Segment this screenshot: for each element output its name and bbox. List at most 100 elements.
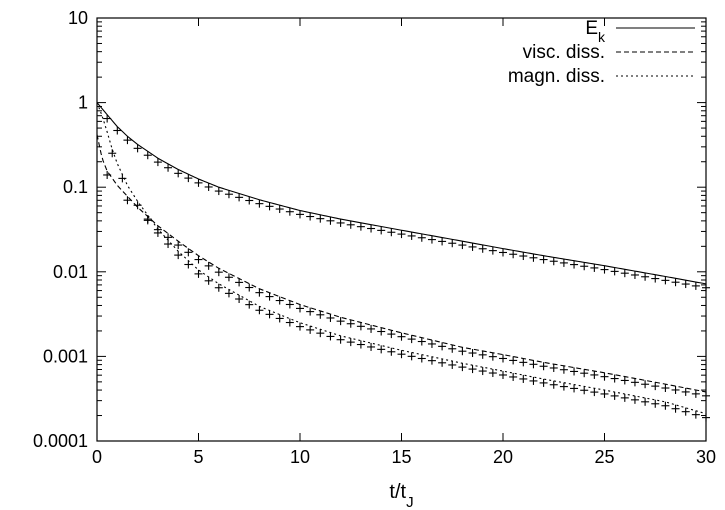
data-point-marker	[204, 261, 213, 270]
legend-label-text: visc. diss.	[523, 42, 605, 63]
data-point-marker	[184, 174, 193, 183]
data-point-marker	[108, 149, 117, 158]
data-point-marker	[499, 248, 507, 257]
data-point-marker	[285, 318, 294, 327]
data-point-marker	[174, 251, 183, 260]
data-point-marker	[356, 322, 365, 331]
data-point-marker	[661, 276, 670, 285]
y-tick-label: 0.01	[53, 262, 88, 282]
data-point-marker	[367, 342, 376, 351]
data-point-marker	[620, 269, 629, 278]
data-point-marker	[245, 196, 254, 205]
legend-label-text: E	[585, 18, 598, 39]
data-point-marker	[346, 220, 355, 229]
marker-layer	[103, 114, 710, 422]
data-point-marker	[153, 228, 162, 237]
data-point-marker	[275, 205, 284, 214]
data-point-marker	[600, 389, 609, 398]
data-point-marker	[438, 358, 447, 367]
x-tick-label: 30	[696, 447, 716, 467]
data-point-marker	[519, 374, 528, 383]
data-point-marker	[590, 388, 599, 397]
y-tick-label: 0.001	[43, 346, 88, 366]
data-point-marker	[488, 352, 497, 361]
data-point-marker	[600, 265, 609, 274]
data-point-marker	[285, 300, 294, 309]
data-point-marker	[265, 310, 274, 319]
data-point-marker	[224, 273, 233, 282]
data-point-marker	[346, 319, 355, 328]
data-point-marker	[448, 344, 457, 353]
data-point-marker	[306, 307, 315, 316]
data-point-marker	[397, 350, 406, 359]
data-point-marker	[509, 250, 518, 259]
data-point-marker	[458, 363, 467, 372]
data-point-marker	[478, 350, 487, 359]
data-point-marker	[316, 329, 325, 338]
legend-label-0: Ek	[585, 18, 606, 45]
data-point-marker	[113, 126, 122, 135]
legend-label-subscript: k	[598, 29, 606, 45]
data-point-marker	[204, 182, 213, 191]
data-point-marker	[377, 226, 386, 235]
data-point-marker	[427, 339, 436, 348]
data-point-marker	[204, 276, 213, 285]
data-point-marker	[397, 332, 406, 341]
data-point-marker	[691, 410, 700, 419]
data-point-marker	[103, 170, 112, 179]
data-point-marker	[641, 380, 650, 389]
data-point-marker	[275, 296, 284, 305]
y-tick-label: 0.0001	[33, 431, 88, 451]
data-point-marker	[133, 201, 142, 210]
data-point-marker	[549, 257, 558, 266]
data-point-marker	[326, 216, 335, 225]
y-tick-label: 1	[78, 93, 88, 113]
x-axis-label: t/tJ	[389, 481, 413, 510]
data-point-marker	[153, 158, 162, 167]
data-point-marker	[255, 288, 264, 297]
data-point-marker	[407, 352, 416, 361]
data-point-marker	[610, 391, 619, 400]
data-point-marker	[539, 362, 548, 371]
data-point-marker	[559, 382, 568, 391]
data-point-marker	[702, 413, 710, 422]
legend-label-2: magn. diss.	[508, 66, 605, 87]
data-point-marker	[255, 199, 264, 208]
data-point-marker	[438, 237, 447, 246]
data-point-marker	[458, 347, 467, 356]
data-point-marker	[143, 151, 152, 160]
data-point-marker	[285, 207, 294, 216]
data-point-marker	[367, 224, 376, 233]
x-tick-label: 25	[594, 447, 614, 467]
data-point-marker	[438, 342, 447, 351]
data-point-marker	[245, 300, 254, 309]
data-point-marker	[377, 327, 386, 336]
data-point-marker	[306, 325, 315, 334]
data-point-marker	[326, 313, 335, 322]
data-point-marker	[306, 212, 315, 221]
data-point-marker	[681, 407, 690, 416]
data-point-marker	[417, 337, 426, 346]
series-line-2	[96, 102, 707, 415]
data-point-marker	[702, 391, 710, 400]
data-point-marker	[610, 267, 619, 276]
data-point-marker	[630, 378, 639, 387]
data-point-marker	[235, 278, 244, 287]
data-point-marker	[580, 386, 589, 395]
data-point-marker	[570, 384, 579, 393]
data-point-marker	[214, 268, 223, 277]
data-point-marker	[630, 270, 639, 279]
data-point-marker	[681, 280, 690, 289]
data-point-marker	[671, 404, 680, 413]
data-point-marker	[478, 367, 487, 376]
data-point-marker	[174, 241, 183, 250]
series-line-0	[96, 102, 707, 285]
data-point-marker	[529, 360, 538, 369]
data-point-marker	[509, 356, 518, 365]
data-point-marker	[336, 335, 345, 344]
data-point-marker	[326, 332, 335, 341]
data-point-marker	[590, 263, 599, 272]
data-point-marker	[590, 370, 599, 379]
data-point-marker	[549, 363, 558, 372]
data-point-marker	[245, 283, 254, 292]
